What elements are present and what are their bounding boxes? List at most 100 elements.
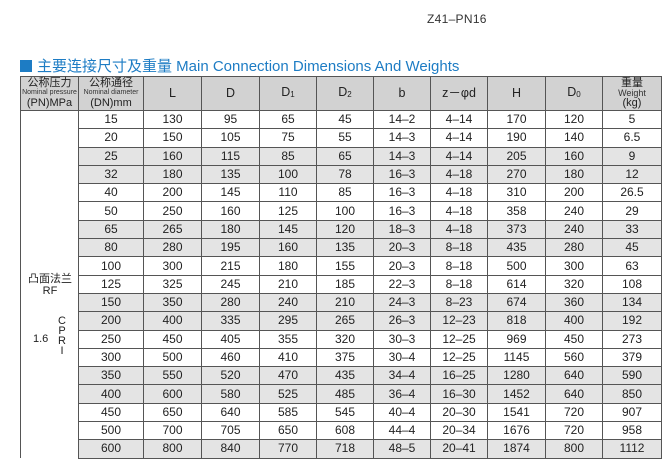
- table-cell: 40: [78, 183, 144, 203]
- table-cell: 20: [78, 128, 144, 148]
- table-cell: 4–18: [430, 183, 488, 203]
- table-row: 400 600 580 525 485 36–4 16–30 1452 640 850: [21, 384, 662, 404]
- table-cell: 450: [78, 402, 144, 423]
- table-cell: 800: [545, 439, 603, 459]
- table-cell: 20–30: [430, 402, 488, 423]
- table-cell: 1541: [487, 402, 546, 423]
- table-cell: 4–18: [430, 201, 488, 221]
- table-cell: 280: [143, 238, 202, 258]
- table-cell: 300: [545, 256, 603, 276]
- table-cell: 500: [143, 347, 202, 368]
- table-cell: 45: [602, 238, 662, 258]
- table-cell: 600: [78, 439, 144, 459]
- table-cell: 450: [545, 329, 603, 349]
- table-row: 20 150 105 75 55 14–3 4–14 190 140 6.5: [21, 128, 662, 148]
- table-cell: 585: [259, 402, 317, 423]
- section-title-text: 主要连接尺寸及重量 Main Connection Dimensions And…: [37, 58, 460, 75]
- table-cell: 240: [259, 292, 317, 313]
- table-cell: 9: [602, 146, 662, 166]
- dimensions-table: 公称压力 Nominal pressure (PN)MPa 公称通径 Nominal …: [20, 76, 662, 459]
- table-cell: 135: [201, 164, 260, 185]
- table-cell: 80: [78, 238, 144, 258]
- table-cell: 335: [201, 311, 260, 331]
- table-row: 125 325 245 210 185 22–3 8–18 614 320 108: [21, 274, 662, 294]
- table-cell: 100: [259, 164, 317, 185]
- table-cell: 705: [201, 421, 260, 441]
- table-cell: 375: [316, 347, 374, 368]
- table-row: 600 800 840 770 718 48–5 20–41 1874 800 1112: [21, 439, 662, 459]
- table-cell: 20–3: [373, 238, 431, 258]
- header-D0: D0: [545, 76, 603, 111]
- table-cell: 300: [143, 256, 202, 276]
- table-cell: 650: [259, 421, 317, 441]
- table-cell: 600: [143, 384, 202, 404]
- table-cell: 245: [201, 274, 260, 294]
- table-cell: 115: [201, 146, 260, 166]
- table-cell: 500: [78, 421, 144, 441]
- table-cell: 700: [143, 421, 202, 441]
- table-cell: 1112: [602, 439, 662, 459]
- table-cell: 26–3: [373, 311, 431, 331]
- table-row: 50 250 160 125 100 16–3 4–18 358 240 29: [21, 201, 662, 221]
- table-cell: 55: [316, 128, 374, 148]
- table-cell: 240: [545, 201, 603, 221]
- table-cell: 185: [316, 274, 374, 294]
- table-cell: 48–5: [373, 439, 431, 459]
- table-cell: 100: [78, 256, 144, 276]
- table-row: 300 500 460 410 375 30–4 12–25 1145 560 379: [21, 347, 662, 368]
- table-cell: 95: [201, 109, 260, 130]
- table-cell: 125: [78, 274, 144, 294]
- table-cell: 40–4: [373, 402, 431, 423]
- header-weight: 重量 Weight (kg): [602, 76, 662, 111]
- table-cell: 379: [602, 347, 662, 368]
- table-cell: 250: [78, 329, 144, 349]
- table-cell: 435: [316, 366, 374, 386]
- table-cell: 500: [487, 256, 546, 276]
- face-type-label: 凸面法兰 RF: [28, 273, 72, 297]
- table-cell: 300: [78, 347, 144, 368]
- table-cell: 215: [201, 256, 260, 276]
- table-cell: 800: [143, 439, 202, 459]
- table-cell: 525: [259, 384, 317, 404]
- table-cell: 545: [316, 402, 374, 423]
- table-cell: 155: [316, 256, 374, 276]
- table-cell: 16–30: [430, 384, 488, 404]
- table-cell: 108: [602, 274, 662, 294]
- model-number: Z41–PN16: [427, 12, 487, 26]
- table-row: 350 550 520 470 435 34–4 16–25 1280 640 590: [21, 366, 662, 386]
- table-cell: 30–3: [373, 329, 431, 349]
- table-cell: 14–3: [373, 128, 431, 148]
- table-cell: 36–4: [373, 384, 431, 404]
- table-cell: 450: [143, 329, 202, 349]
- table-cell: 180: [545, 164, 603, 185]
- table-cell: 12: [602, 164, 662, 185]
- section-title: 主要连接尺寸及重量 Main Connection Dimensions And…: [20, 55, 459, 76]
- table-cell: 358: [487, 201, 546, 221]
- table-cell: 958: [602, 421, 662, 441]
- table-cell: 295: [259, 311, 317, 331]
- table-cell: 410: [259, 347, 317, 368]
- table-cell: 650: [143, 402, 202, 423]
- table-cell: 8–18: [430, 256, 488, 276]
- table-cell: 205: [487, 146, 546, 166]
- table-cell: 210: [316, 292, 374, 313]
- table-row: 200 400 335 295 265 26–3 12–23 818 400 192: [21, 311, 662, 331]
- table-cell: 4–18: [430, 164, 488, 185]
- table-cell: 400: [545, 311, 603, 331]
- table-cell: 145: [259, 219, 317, 240]
- header-D1: D1: [259, 76, 317, 111]
- table-row: 65 265 180 145 120 18–3 4–18 373 240 33: [21, 219, 662, 240]
- table-cell: 65: [316, 146, 374, 166]
- table-cell: 45: [316, 109, 374, 130]
- table-cell: 200: [78, 311, 144, 331]
- table-cell: 30–4: [373, 347, 431, 368]
- table-cell: 310: [487, 183, 546, 203]
- header-b: b: [373, 76, 431, 111]
- table-cell: 15: [78, 109, 144, 130]
- table-cell: 22–3: [373, 274, 431, 294]
- table-cell: 192: [602, 311, 662, 331]
- table-cell: 130: [143, 109, 202, 130]
- table-cell: 320: [316, 329, 374, 349]
- table-cell: 270: [487, 164, 546, 185]
